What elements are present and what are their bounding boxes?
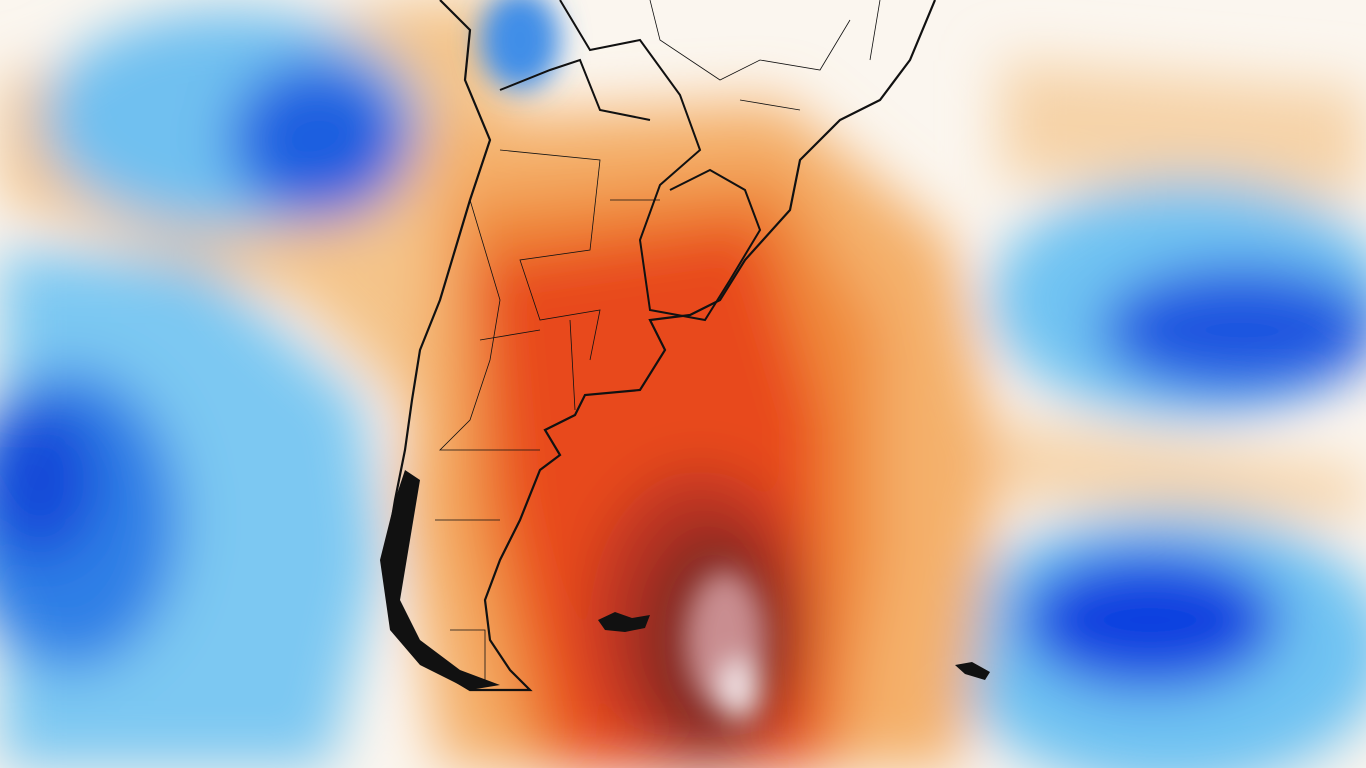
cold-core bbox=[480, 0, 560, 90]
country-border bbox=[559, 0, 762, 322]
extreme-core bbox=[720, 660, 760, 720]
falkland-islands bbox=[598, 612, 650, 632]
warm-band bbox=[1000, 60, 1366, 200]
province-border bbox=[435, 199, 540, 680]
cold-core bbox=[1100, 265, 1366, 395]
cold-core bbox=[0, 400, 100, 560]
cold-core bbox=[230, 60, 410, 220]
cold-core bbox=[1020, 550, 1280, 690]
chile-archipelago bbox=[380, 470, 500, 690]
continent-outline bbox=[383, 0, 937, 692]
state-border bbox=[649, 0, 881, 111]
warm-band bbox=[1000, 420, 1366, 520]
extreme-core bbox=[480, 0, 765, 720]
country-border bbox=[499, 58, 651, 121]
south-georgia bbox=[955, 662, 990, 680]
province-border bbox=[479, 149, 660, 411]
coastlines bbox=[383, 0, 937, 692]
islands bbox=[380, 470, 990, 690]
